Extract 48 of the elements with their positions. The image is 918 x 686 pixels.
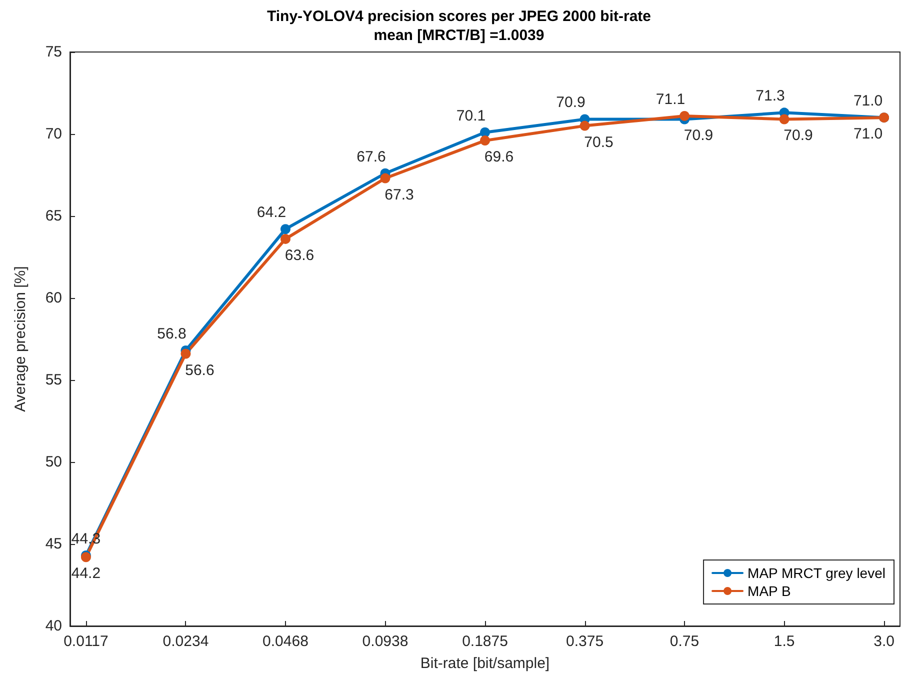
data-label: 69.6: [484, 148, 514, 166]
legend-label: MAP MRCT grey level: [748, 565, 886, 581]
data-label: 56.8: [157, 325, 186, 342]
point: [180, 348, 191, 359]
data-label: 71.3: [756, 88, 785, 105]
point: [680, 110, 690, 121]
y-tick-label: 40: [45, 618, 62, 634]
chart-subtitle: mean [MRCT/B] =1.0039: [374, 27, 544, 44]
data-label: 70.1: [456, 107, 486, 124]
x-tick-label: 0.0938: [362, 633, 408, 650]
x-tick-label: 1.5: [774, 633, 795, 650]
x-tick-label: 3.0: [874, 633, 894, 650]
y-tick-label: 65: [45, 208, 62, 224]
legend-label: MAP B: [748, 583, 791, 599]
data-label: 70.9: [684, 127, 714, 144]
chart-title: Tiny-YOLOV4 precision scores per JPEG 2000 bit-rate: [266, 8, 652, 25]
data-label: 67.3: [384, 186, 414, 204]
y-axis-title: Average precision [%]: [12, 266, 29, 412]
data-label: 64.2: [256, 204, 286, 222]
data-label: 71.1: [656, 90, 686, 108]
x-tick-label: 0.75: [670, 633, 700, 650]
x-tick-label: 0.375: [566, 633, 604, 650]
x-axis-title: Bit-rate [bit/sample]: [420, 655, 550, 672]
data-label: 56.6: [185, 362, 214, 379]
y-tick-label: 55: [45, 372, 62, 388]
data-label: 63.6: [284, 246, 314, 264]
y-tick-label: 70: [45, 126, 62, 142]
point: [480, 136, 490, 146]
x-tick-label: 0.0468: [262, 633, 308, 650]
point: [280, 224, 290, 234]
data-label: 70.9: [784, 127, 813, 144]
x-tick-label: 0.0117: [64, 633, 108, 650]
x-tick-label: 0.1875: [462, 633, 508, 650]
data-label: 44.2: [71, 565, 101, 582]
data-label: 67.6: [356, 148, 386, 166]
point: [280, 234, 290, 244]
data-label: 71.0: [853, 126, 883, 143]
y-tick-label: 60: [45, 290, 62, 306]
data-label: 70.5: [584, 134, 614, 151]
x-tick-label: 0.0234: [162, 633, 209, 650]
data-label: 70.9: [556, 94, 586, 112]
y-tick-label: 75: [45, 44, 62, 60]
point: [380, 173, 390, 184]
data-label: 71.0: [853, 92, 883, 110]
y-tick-label: 45: [45, 536, 62, 552]
point: [779, 114, 790, 124]
point: [580, 120, 590, 131]
y-tick-label: 50: [45, 454, 62, 470]
